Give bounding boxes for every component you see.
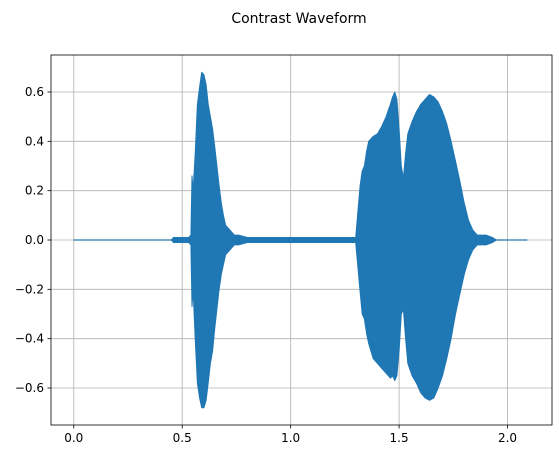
plot-area — [73, 71, 528, 409]
y-tick-label: −0.6 — [15, 381, 44, 395]
y-tick-label: 0.4 — [25, 134, 44, 148]
y-tick-label: −0.2 — [15, 282, 44, 296]
x-tick-label: 1.5 — [390, 431, 409, 445]
x-tick-label: 1.0 — [281, 431, 300, 445]
y-tick-label: 0.2 — [25, 184, 44, 198]
y-tick-label: −0.4 — [15, 332, 44, 346]
y-tick-label: 0.0 — [25, 233, 44, 247]
x-tick-label: 0.5 — [173, 431, 192, 445]
axes-frame — [50, 54, 553, 426]
ticks: 0.0 0.5 1.0 1.5 2.0 −0.6 −0.4 −0.2 0.0 0.2 0.4 0.6 — [15, 85, 517, 445]
y-tick-label: 0.6 — [25, 85, 44, 99]
chart-title: Contrast Waveform — [231, 11, 366, 27]
x-tick-label: 0.0 — [64, 431, 83, 445]
x-tick-label: 2.0 — [498, 431, 517, 445]
